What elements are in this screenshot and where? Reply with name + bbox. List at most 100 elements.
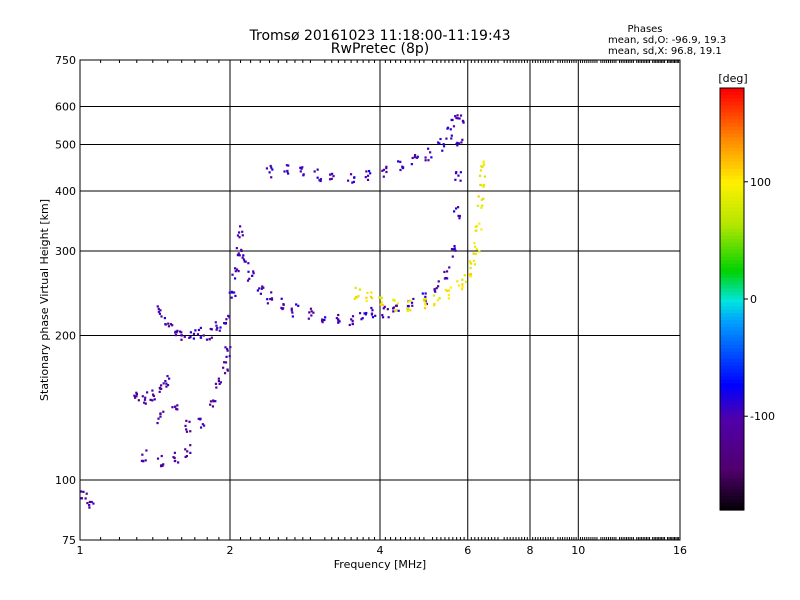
colorbar-segment bbox=[720, 232, 744, 237]
colorbar-segment bbox=[720, 471, 744, 476]
data-point bbox=[446, 277, 449, 280]
data-point bbox=[347, 179, 350, 182]
data-point bbox=[474, 225, 477, 229]
data-point bbox=[380, 301, 383, 304]
data-point bbox=[423, 300, 426, 303]
data-point bbox=[378, 296, 381, 299]
data-point bbox=[437, 280, 440, 283]
data-point bbox=[353, 297, 356, 300]
colorbar-segment bbox=[720, 291, 744, 297]
colorbar-segment bbox=[720, 158, 744, 163]
data-point bbox=[133, 394, 136, 397]
colorbar-segment bbox=[720, 109, 744, 114]
data-point bbox=[280, 297, 283, 300]
data-point bbox=[370, 312, 374, 315]
data-point bbox=[261, 285, 264, 288]
chart-title: Tromsø 20161023 11:18:00-11:19:43 bbox=[249, 28, 511, 44]
data-point bbox=[450, 118, 453, 122]
data-point bbox=[197, 417, 200, 420]
data-point bbox=[184, 455, 187, 459]
data-point bbox=[151, 389, 154, 392]
data-point bbox=[214, 321, 217, 324]
colorbar-segment bbox=[720, 485, 744, 490]
data-point bbox=[137, 399, 140, 402]
colorbar-segment bbox=[720, 228, 744, 233]
data-point bbox=[411, 156, 414, 160]
data-point bbox=[209, 403, 212, 406]
colorbar-segment bbox=[720, 116, 744, 121]
data-point bbox=[180, 331, 183, 334]
data-point bbox=[160, 454, 163, 458]
data-point bbox=[173, 459, 176, 463]
colorbar-segment bbox=[720, 348, 744, 353]
colorbar-segment bbox=[720, 204, 744, 209]
data-point bbox=[354, 286, 357, 289]
colorbar-segment bbox=[720, 161, 744, 166]
data-point bbox=[236, 234, 240, 237]
colorbar-segment bbox=[720, 450, 744, 455]
data-point bbox=[307, 317, 310, 320]
data-point bbox=[285, 164, 289, 167]
colorbar-tick-label: 100 bbox=[750, 176, 771, 189]
colorbar-segment bbox=[720, 239, 744, 244]
y-tick-label: 500 bbox=[55, 139, 76, 152]
data-point bbox=[455, 116, 458, 120]
plot-area bbox=[79, 59, 681, 541]
data-point bbox=[361, 317, 364, 320]
data-point bbox=[172, 456, 175, 459]
data-point bbox=[456, 144, 459, 147]
y-tick-label: 600 bbox=[55, 101, 76, 114]
data-point bbox=[382, 175, 385, 178]
colorbar-segment bbox=[720, 400, 744, 406]
colorbar-segment bbox=[720, 130, 744, 135]
data-point bbox=[371, 297, 374, 300]
data-point bbox=[223, 322, 226, 325]
data-point bbox=[270, 291, 273, 294]
data-point bbox=[178, 330, 182, 333]
data-point bbox=[337, 313, 340, 317]
data-point bbox=[252, 272, 255, 275]
data-point bbox=[482, 183, 486, 187]
data-point bbox=[406, 307, 409, 310]
data-point bbox=[447, 297, 451, 300]
data-point bbox=[237, 269, 240, 273]
data-point bbox=[297, 304, 300, 307]
colorbar-segment bbox=[720, 327, 744, 332]
data-point bbox=[162, 382, 165, 385]
data-point bbox=[411, 304, 414, 307]
data-point bbox=[184, 448, 187, 451]
data-point bbox=[385, 170, 388, 174]
data-point bbox=[247, 262, 250, 265]
data-point bbox=[381, 316, 385, 319]
colorbar-segment bbox=[720, 488, 744, 494]
colorbar-segment bbox=[720, 256, 744, 261]
data-point bbox=[260, 287, 264, 290]
data-point bbox=[209, 400, 213, 403]
x-tick-label: 1 bbox=[77, 544, 84, 557]
colorbar-segment bbox=[720, 474, 744, 479]
data-point bbox=[391, 307, 395, 310]
data-point bbox=[290, 309, 293, 312]
axes: 1 2 4 6 8 10 16 75 100 200 300 400 500 600 750 bbox=[55, 54, 687, 557]
data-point bbox=[483, 175, 486, 178]
data-point bbox=[210, 336, 213, 339]
data-point bbox=[319, 178, 323, 181]
data-point bbox=[225, 347, 229, 351]
data-point bbox=[183, 335, 186, 338]
data-point bbox=[436, 141, 440, 144]
data-point bbox=[382, 307, 385, 310]
data-point bbox=[447, 289, 450, 292]
colorbar-segment bbox=[720, 133, 744, 138]
data-point bbox=[174, 330, 177, 333]
data-point bbox=[458, 117, 461, 120]
data-point bbox=[424, 303, 427, 307]
colorbar-segment bbox=[720, 270, 744, 275]
data-point bbox=[335, 317, 338, 320]
colorbar-segment bbox=[720, 221, 744, 226]
x-tick-label: 6 bbox=[464, 544, 471, 557]
colorbar-segment bbox=[720, 137, 744, 142]
data-point bbox=[233, 267, 237, 270]
data-point bbox=[443, 277, 447, 280]
data-point bbox=[235, 247, 238, 250]
data-point bbox=[210, 328, 213, 331]
